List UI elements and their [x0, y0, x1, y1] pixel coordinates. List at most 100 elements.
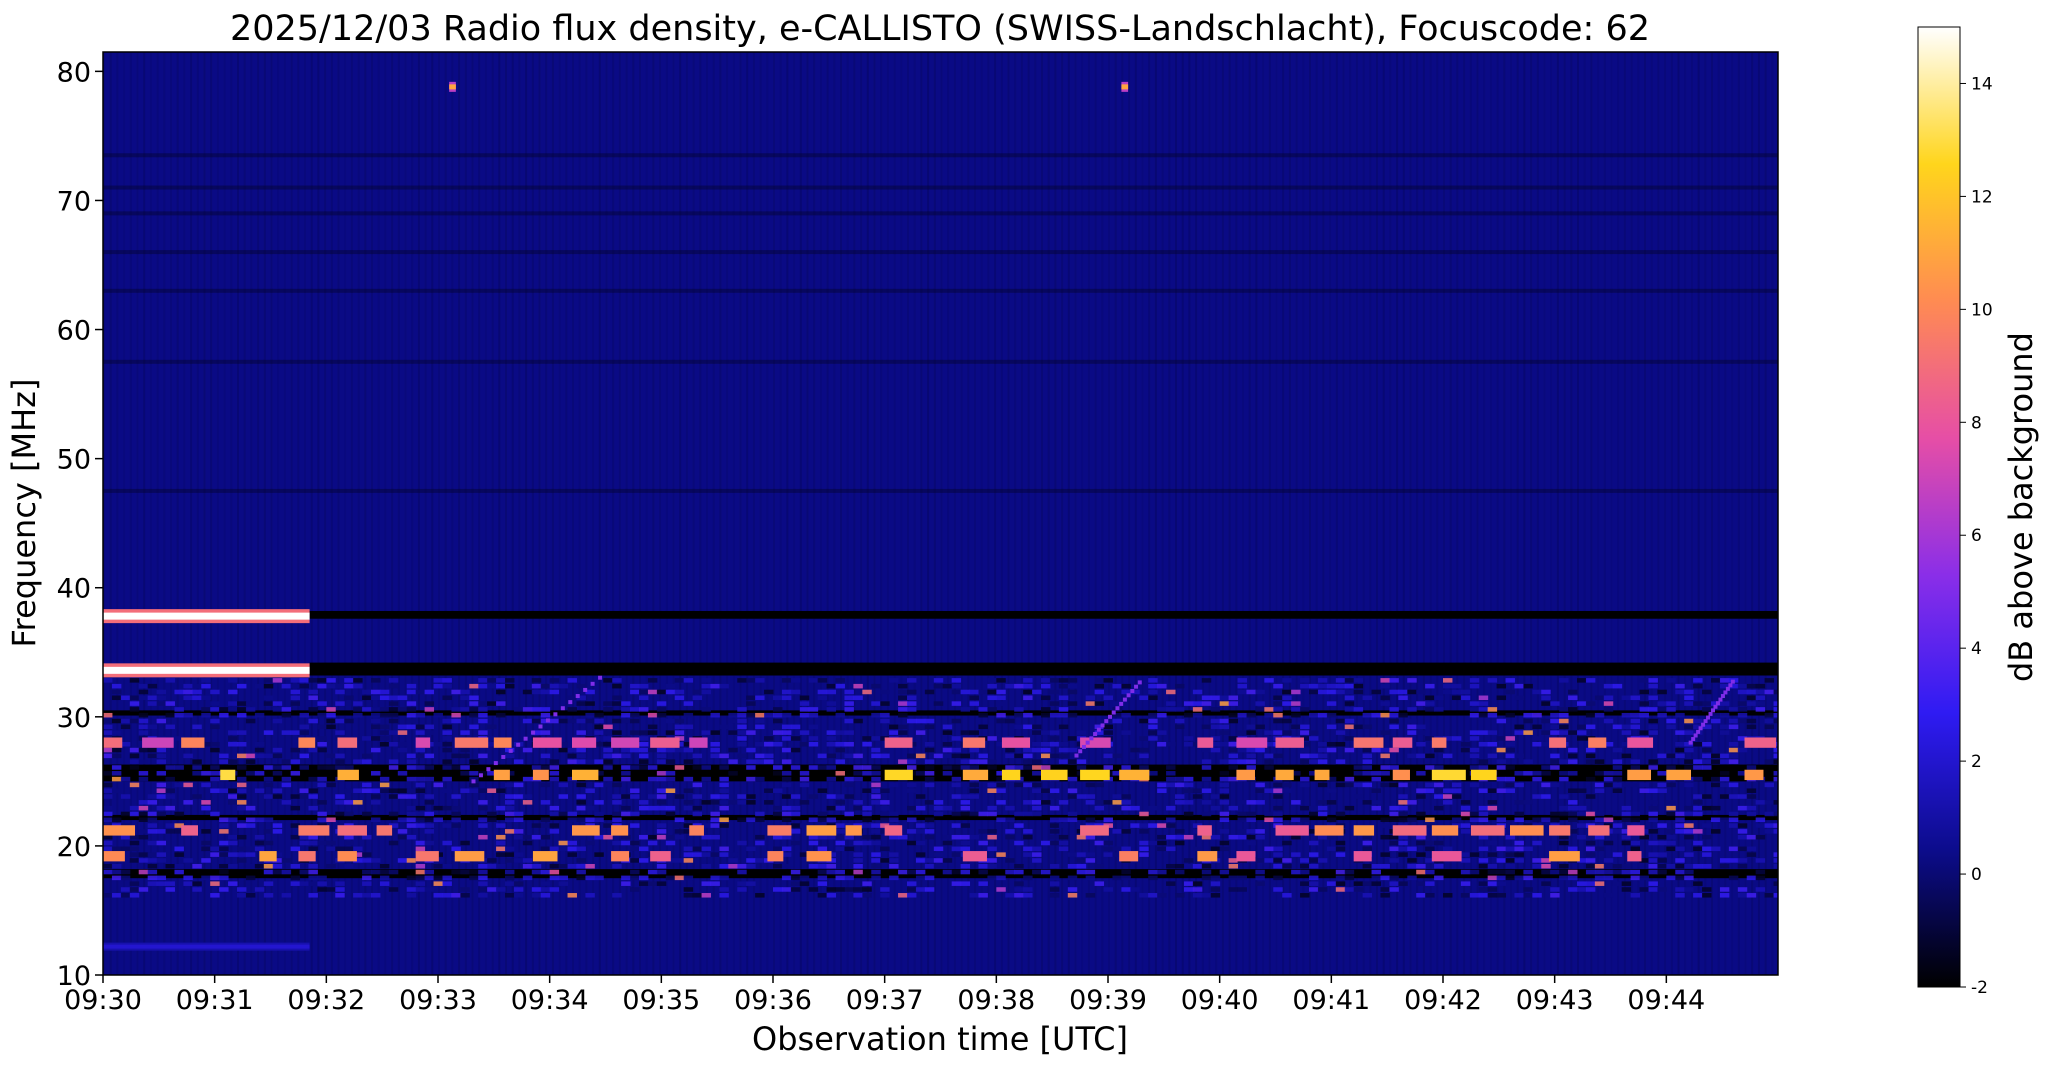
x-tick-label: 09:39 — [1069, 985, 1147, 1016]
noise-cell — [594, 800, 604, 805]
noise-cell — [1317, 858, 1328, 863]
noise-cell — [674, 794, 685, 799]
noise-cell — [1702, 834, 1712, 840]
noise-cell — [1648, 759, 1658, 764]
noise-stripe — [123, 52, 126, 975]
noise-cell — [496, 678, 506, 683]
noise-stripe — [940, 52, 943, 975]
noise-cell — [799, 730, 810, 735]
noise-cell — [1237, 875, 1247, 881]
noise-cell — [826, 701, 837, 706]
noise-cell — [1309, 858, 1319, 863]
drift-mark — [516, 742, 521, 747]
noise-cell — [272, 753, 283, 759]
noise-cell — [764, 689, 774, 695]
noise-cell — [1317, 887, 1328, 892]
noise-cell — [871, 852, 881, 857]
noise-stripe — [230, 52, 233, 975]
noise-cell — [603, 701, 613, 706]
noise-cell — [1719, 887, 1730, 892]
noise-stripe — [1047, 52, 1050, 975]
noise-stripe — [1154, 52, 1157, 975]
noise-cell — [103, 869, 113, 875]
noise-cell — [1487, 881, 1498, 886]
noise-cell — [1192, 707, 1203, 712]
noise-stripe — [1476, 52, 1479, 975]
noise-cell — [576, 730, 586, 735]
noise-cell — [987, 834, 997, 840]
noise-cell — [103, 730, 113, 735]
noise-cell — [1219, 788, 1230, 793]
noise-cell — [1389, 881, 1399, 886]
noise-cell — [924, 800, 935, 805]
noise-cell — [424, 800, 435, 805]
burst-patch — [298, 851, 316, 862]
noise-cell — [924, 747, 935, 753]
noise-cell — [1380, 863, 1390, 869]
noise-stripe — [639, 52, 641, 975]
noise-cell — [174, 736, 184, 741]
noise-stripe — [773, 52, 775, 975]
noise-cell — [1746, 852, 1757, 857]
noise-cell — [1541, 701, 1551, 706]
noise-cell — [1076, 863, 1087, 869]
noise-cell — [496, 887, 506, 892]
noise-cell — [1505, 852, 1515, 857]
noise-cell — [1175, 683, 1185, 689]
noise-cell — [469, 788, 479, 793]
noise-cell — [612, 893, 622, 898]
noise-cell — [210, 788, 220, 793]
noise-cell — [1398, 805, 1408, 811]
noise-cell — [1594, 875, 1605, 881]
noise-cell — [1237, 800, 1247, 805]
noise-cell — [469, 695, 479, 701]
noise-stripe — [545, 52, 548, 975]
noise-cell — [1201, 893, 1212, 898]
noise-cell — [996, 817, 1006, 823]
noise-cell — [1737, 829, 1748, 834]
noise-cell — [1344, 695, 1355, 701]
noise-cell — [1183, 858, 1194, 863]
noise-cell — [835, 712, 845, 718]
noise-stripe — [1737, 52, 1740, 975]
noise-cell — [245, 753, 256, 759]
noise-cell — [308, 747, 318, 753]
noise-cell — [362, 834, 372, 840]
noise-cell — [889, 811, 899, 817]
noise-cell — [317, 887, 327, 892]
noise-stripe — [1309, 52, 1311, 975]
noise-cell — [138, 747, 149, 753]
noise-cell — [513, 707, 524, 712]
noise-cell — [1166, 881, 1176, 886]
noise-cell — [1371, 881, 1381, 886]
noise-cell — [1085, 852, 1096, 857]
noise-cell — [388, 707, 399, 712]
texture-band — [103, 288, 1778, 293]
noise-cell — [165, 678, 175, 683]
noise-cell — [996, 678, 1006, 683]
burst-patch — [415, 851, 439, 862]
noise-cell — [1451, 794, 1462, 799]
noise-cell — [228, 678, 238, 683]
burst-patch — [1431, 851, 1462, 862]
noise-cell — [1121, 730, 1131, 735]
noise-cell — [1041, 747, 1051, 753]
noise-cell — [1291, 771, 1301, 776]
noise-cell — [719, 776, 729, 782]
noise-cell — [755, 817, 765, 823]
noise-cell — [880, 701, 890, 706]
noise-cell — [165, 776, 175, 782]
noise-cell — [1389, 718, 1399, 724]
noise-cell — [147, 875, 158, 881]
noise-cell — [692, 805, 703, 811]
noise-cell — [1728, 811, 1739, 817]
noise-cell — [1711, 718, 1721, 724]
noise-cell — [540, 800, 551, 805]
noise-cell — [630, 718, 640, 724]
noise-cell — [1425, 869, 1435, 875]
noise-cell — [781, 794, 792, 799]
noise-cell — [245, 852, 256, 857]
noise-cell — [907, 805, 917, 811]
noise-cell — [1326, 800, 1337, 805]
